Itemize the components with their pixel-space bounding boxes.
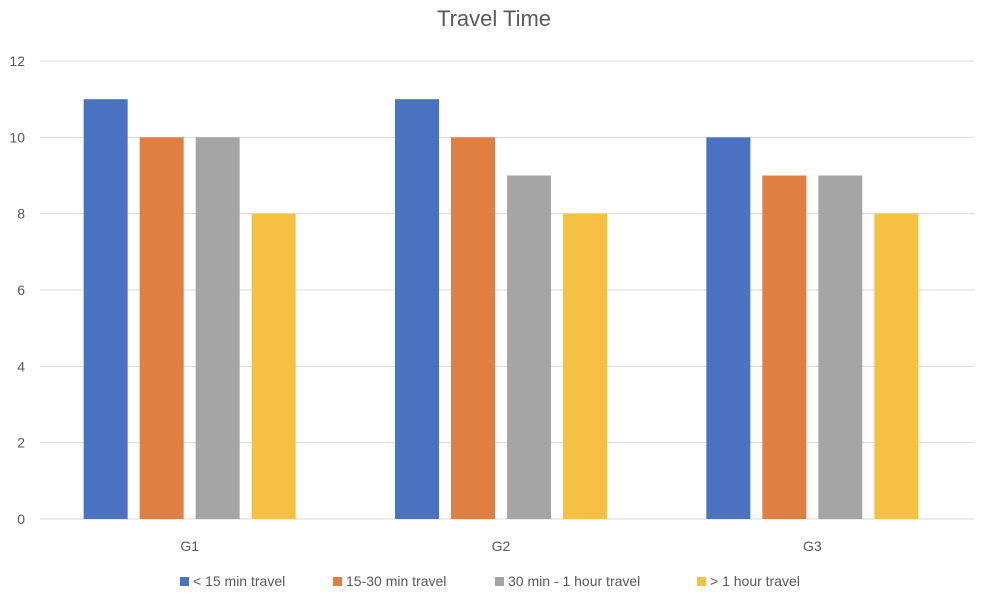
bar-g3-series-1	[706, 137, 751, 520]
bar-g2-series-4	[563, 213, 607, 519]
bar-g1-series-1	[83, 99, 128, 520]
y-axis-ticks: 0 2 4 6 8 10 12	[9, 53, 25, 527]
chart-title: Travel Time	[437, 6, 551, 31]
legend-label: < 15 min travel	[193, 573, 285, 589]
x-tick-label: G2	[492, 538, 511, 554]
y-tick-label: 8	[17, 206, 25, 222]
y-tick-label: 4	[17, 358, 25, 374]
y-tick-label: 0	[17, 511, 25, 527]
legend-label: 30 min - 1 hour travel	[508, 573, 640, 589]
legend-swatch	[697, 577, 706, 586]
bar-g1-series-4	[251, 213, 296, 519]
bar-g3-series-3	[818, 175, 863, 519]
y-tick-label: 10	[9, 129, 25, 145]
bar-g3-series-4	[874, 213, 919, 519]
legend: < 15 min travel 15-30 min travel 30 min - …	[180, 573, 800, 589]
bar-g1-series-3	[195, 137, 240, 520]
bar-g2-series-2	[451, 137, 495, 520]
bar-g2-series-3	[507, 175, 551, 519]
x-axis-ticks: G1 G2 G3	[180, 538, 822, 554]
bar-g3-series-2	[762, 175, 807, 519]
legend-label: > 1 hour travel	[710, 573, 800, 589]
legend-swatch	[495, 577, 504, 586]
bars	[83, 99, 919, 520]
y-tick-label: 6	[17, 282, 25, 298]
x-tick-label: G1	[180, 538, 199, 554]
y-tick-label: 2	[17, 435, 25, 451]
x-tick-label: G3	[803, 538, 822, 554]
y-tick-label: 12	[9, 53, 25, 69]
legend-swatch	[333, 577, 342, 586]
legend-label: 15-30 min travel	[346, 573, 446, 589]
bar-g1-series-2	[139, 137, 184, 520]
bar-g2-series-1	[395, 99, 439, 520]
legend-swatch	[180, 577, 189, 586]
